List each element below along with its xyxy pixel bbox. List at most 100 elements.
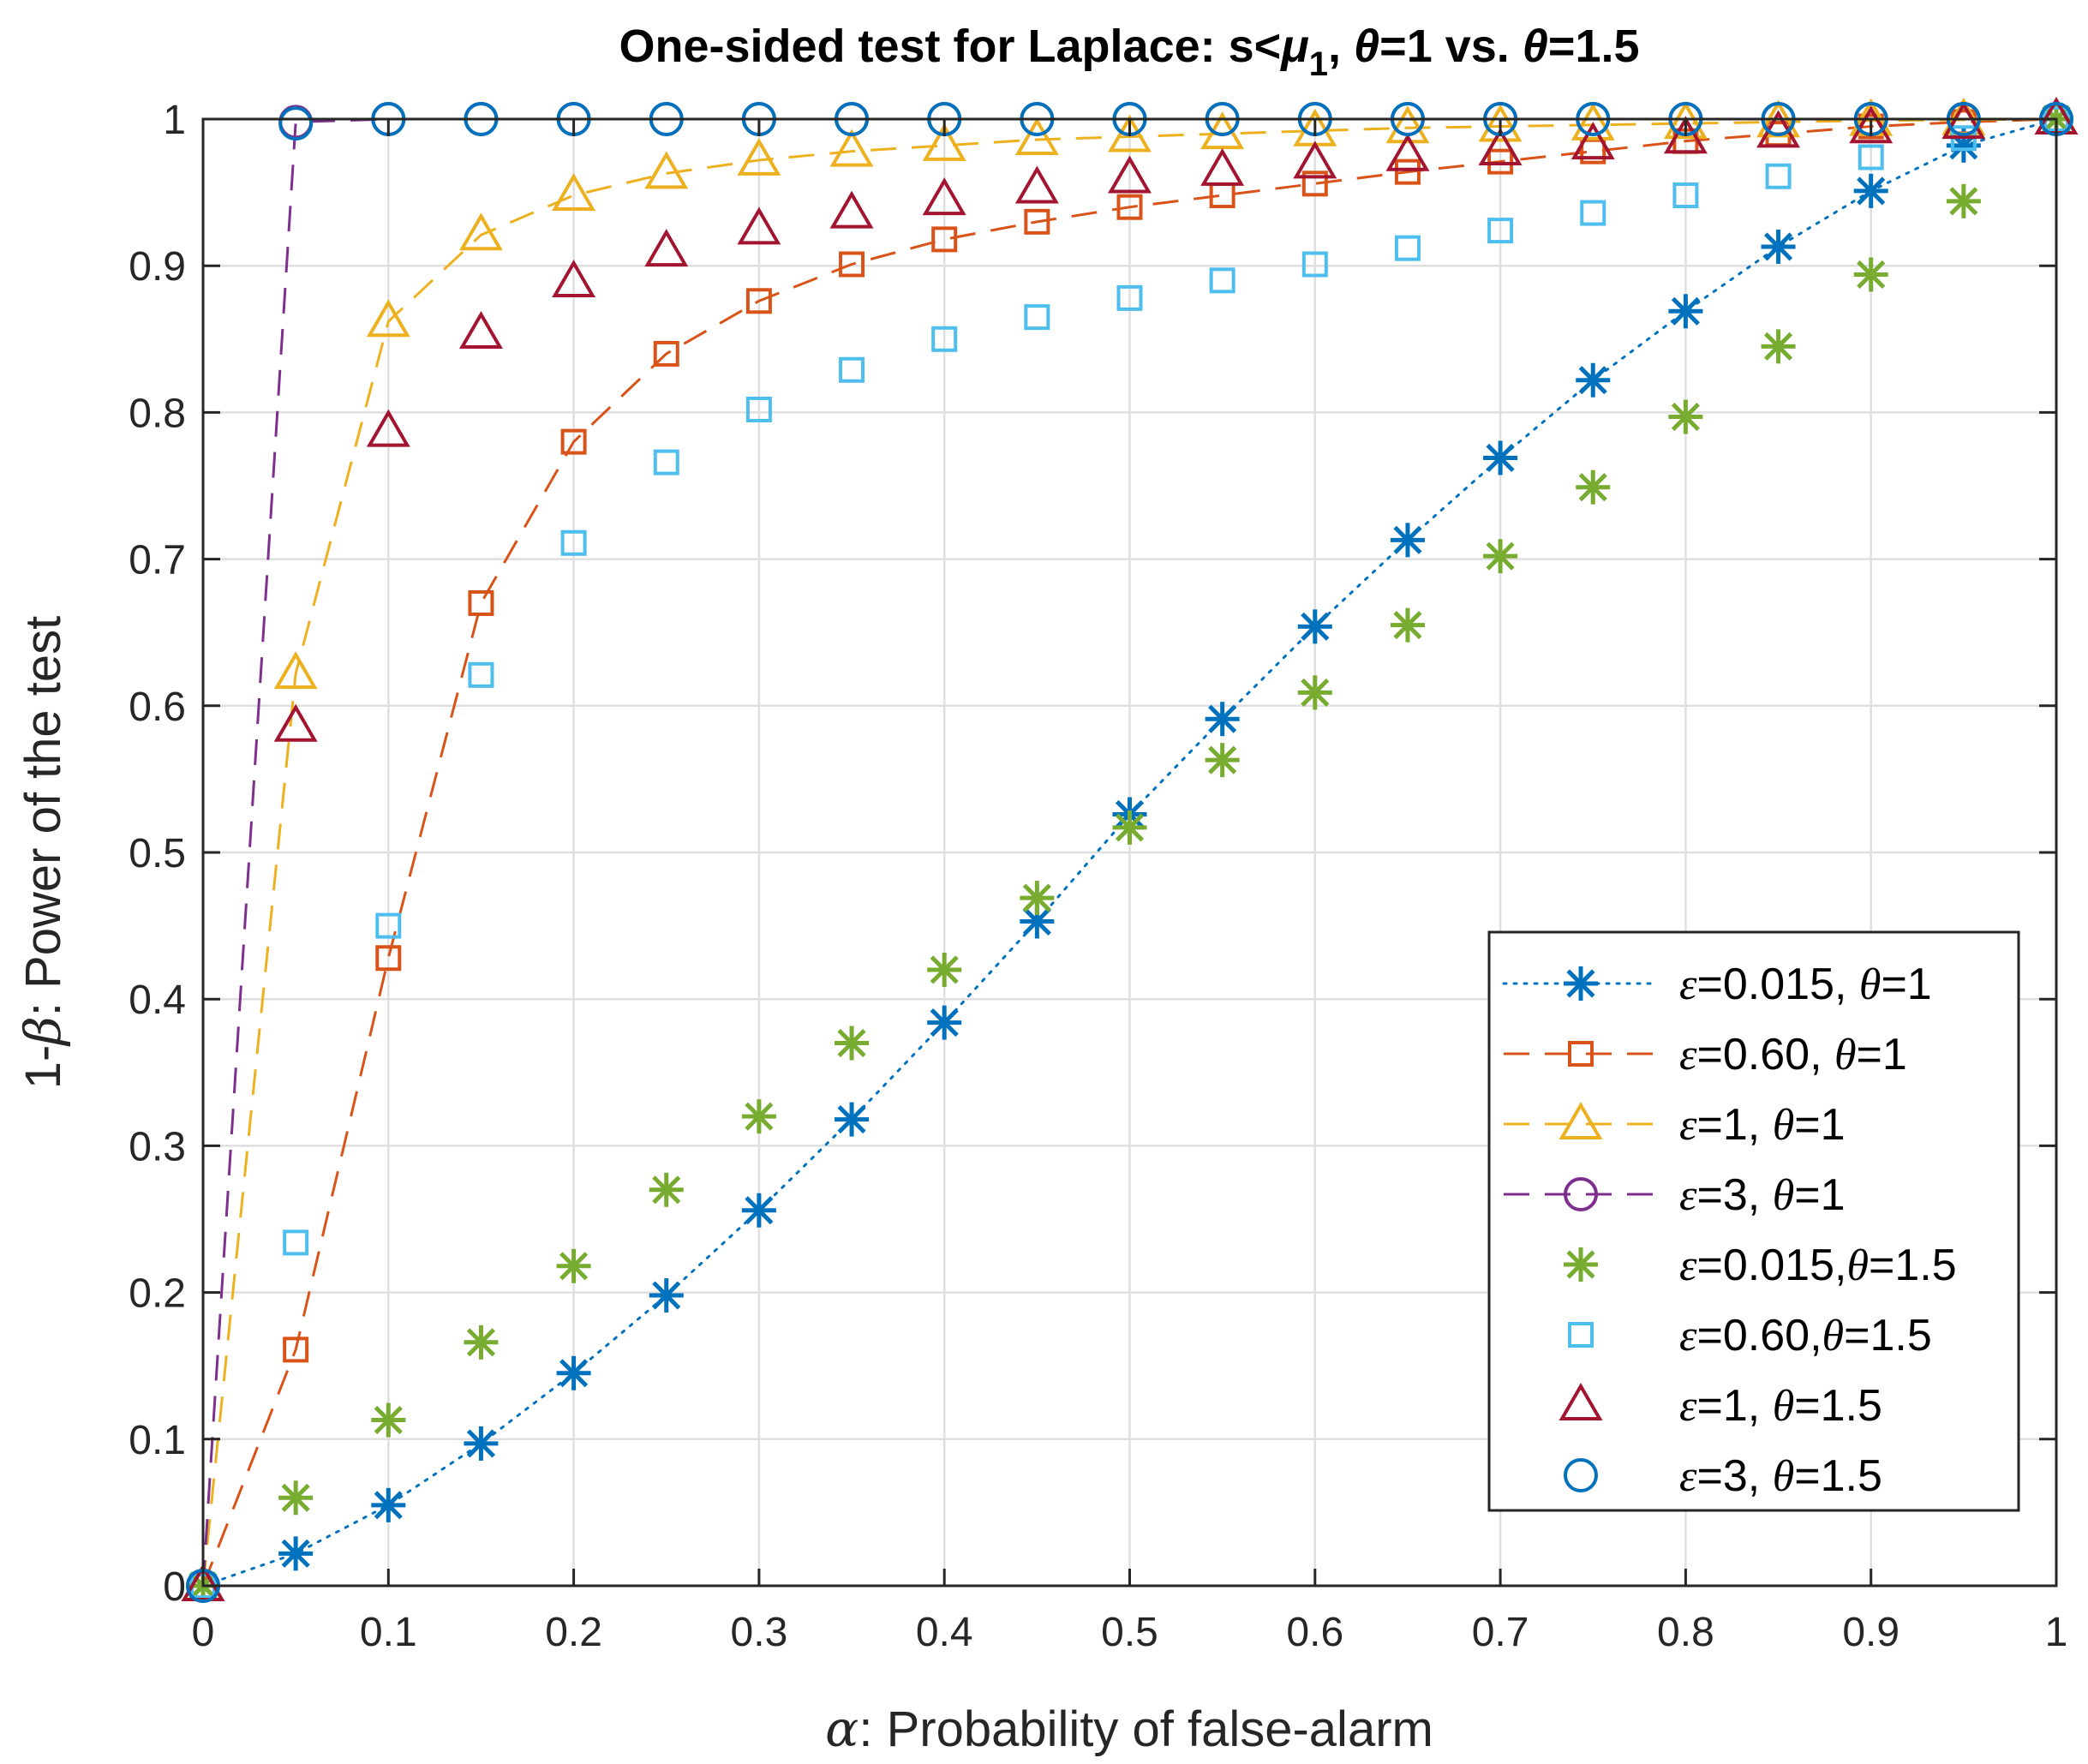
data-point	[375, 945, 402, 972]
legend-entry: ε=3, θ=1	[1504, 1170, 1846, 1220]
title-end: =1.5	[1548, 21, 1640, 72]
data-point	[366, 299, 410, 338]
legend-marker	[1568, 1322, 1594, 1348]
y-axis-text: : Power of the test	[15, 616, 71, 1016]
legend-marker	[1559, 1383, 1603, 1420]
series-line	[201, 117, 2057, 1587]
data-point	[1853, 257, 1888, 292]
data-point	[1394, 158, 1421, 185]
x-tick-label: 0.3	[731, 1610, 788, 1655]
series-markers-group	[181, 97, 2079, 1601]
legend-entry: ε=1, θ=1	[1504, 1100, 1846, 1150]
data-point	[1570, 122, 1615, 160]
data-point	[1576, 469, 1611, 505]
data-point	[649, 1278, 684, 1313]
data-point	[556, 1248, 591, 1283]
data-point	[1108, 114, 1152, 152]
data-point	[1946, 183, 1981, 218]
legend-label: ε=0.60,θ=1.5	[1679, 1311, 1932, 1360]
data-point	[1200, 147, 1245, 186]
data-point	[653, 449, 679, 475]
y-tick-label: 0.9	[129, 244, 186, 290]
y-axis-label: 1-β: Power of the test	[14, 616, 72, 1090]
data-point	[1580, 200, 1606, 226]
data-point	[1483, 539, 1518, 574]
data-point	[1014, 117, 1059, 155]
x-tick-label: 1	[2045, 1610, 2068, 1655]
data-point	[283, 1336, 309, 1363]
data-point	[458, 310, 503, 349]
data-point	[644, 151, 689, 189]
y-tick-label: 0.8	[129, 391, 186, 436]
title-mu: μ	[1279, 21, 1309, 72]
y-tick-label: 1	[163, 98, 186, 143]
legend-marker	[1564, 1458, 1598, 1492]
data-point	[278, 1480, 314, 1516]
data-point	[371, 1487, 406, 1522]
x-tick-label: 0.8	[1657, 1610, 1714, 1655]
data-point	[644, 229, 689, 267]
x-tick-label: 0.6	[1286, 1610, 1343, 1655]
data-point	[1116, 194, 1143, 220]
data-point	[1668, 294, 1703, 329]
series-markers-group	[186, 102, 2073, 1603]
data-point	[278, 106, 314, 141]
x-tick-label: 0.1	[360, 1610, 417, 1655]
data-point	[1483, 440, 1518, 475]
data-point	[1858, 144, 1884, 170]
data-point	[1205, 702, 1240, 737]
data-point	[1014, 165, 1059, 204]
series-line	[201, 117, 2058, 1588]
data-point	[1390, 607, 1425, 643]
data-point	[1209, 267, 1235, 294]
data-point	[835, 1026, 870, 1061]
x-tick-label: 0.5	[1101, 1610, 1158, 1655]
legend: ε=0.015, θ=1 ε=0.60, θ=1 ε=1, θ=1 ε=3, θ=1 ε…	[1487, 930, 2020, 1512]
data-point	[560, 529, 587, 556]
data-point	[649, 1172, 684, 1207]
x-axis-symbol: α	[825, 1700, 859, 1758]
y-tick-label: 0.2	[129, 1271, 186, 1317]
legend-entry: ε=3, θ=1.5	[1564, 1451, 1882, 1501]
data-point	[1478, 127, 1523, 165]
data-point	[1385, 133, 1430, 171]
data-point	[552, 173, 596, 212]
data-point	[464, 1324, 499, 1360]
data-point	[922, 177, 966, 216]
y-tick-labels: 0 0.1 0.2 0.3 0.4 0.5 0.6 0.7 0.8 0.9 1	[129, 98, 186, 1610]
y-axis-symbol: β	[14, 1016, 72, 1047]
legend-marker	[1559, 1102, 1603, 1139]
data-point	[1020, 881, 1055, 916]
title-theta2: θ	[1523, 21, 1548, 72]
y-tick-label: 0.6	[129, 685, 186, 730]
data-point	[1849, 105, 1894, 144]
legend-entry: ε=0.60, θ=1	[1504, 1030, 1907, 1079]
x-tick-label: 0.2	[545, 1610, 602, 1655]
data-point	[745, 288, 772, 314]
data-point	[1108, 155, 1152, 194]
data-point	[741, 1099, 776, 1134]
data-point	[371, 1402, 406, 1438]
data-point	[839, 251, 865, 278]
data-point	[1024, 208, 1050, 235]
data-point	[278, 1536, 314, 1571]
data-point	[1112, 810, 1147, 845]
legend-label: ε=1, θ=1.5	[1679, 1381, 1882, 1431]
data-point	[1487, 218, 1514, 244]
data-point	[283, 1229, 309, 1256]
data-point	[745, 396, 772, 422]
data-point	[1761, 329, 1796, 364]
tick-marks	[201, 117, 2058, 1588]
data-point	[1297, 609, 1332, 644]
data-point	[464, 1426, 499, 1461]
data-point	[829, 190, 874, 229]
legend-marker	[1568, 1041, 1594, 1067]
legend-marker	[1564, 966, 1598, 1001]
data-point	[931, 226, 958, 253]
data-point	[1672, 182, 1699, 209]
data-point	[366, 409, 410, 447]
data-point	[375, 912, 402, 939]
x-axis-text: : Probability of false-alarm	[859, 1701, 1433, 1757]
data-point	[1663, 101, 1708, 140]
y-tick-label: 0.7	[129, 538, 186, 583]
